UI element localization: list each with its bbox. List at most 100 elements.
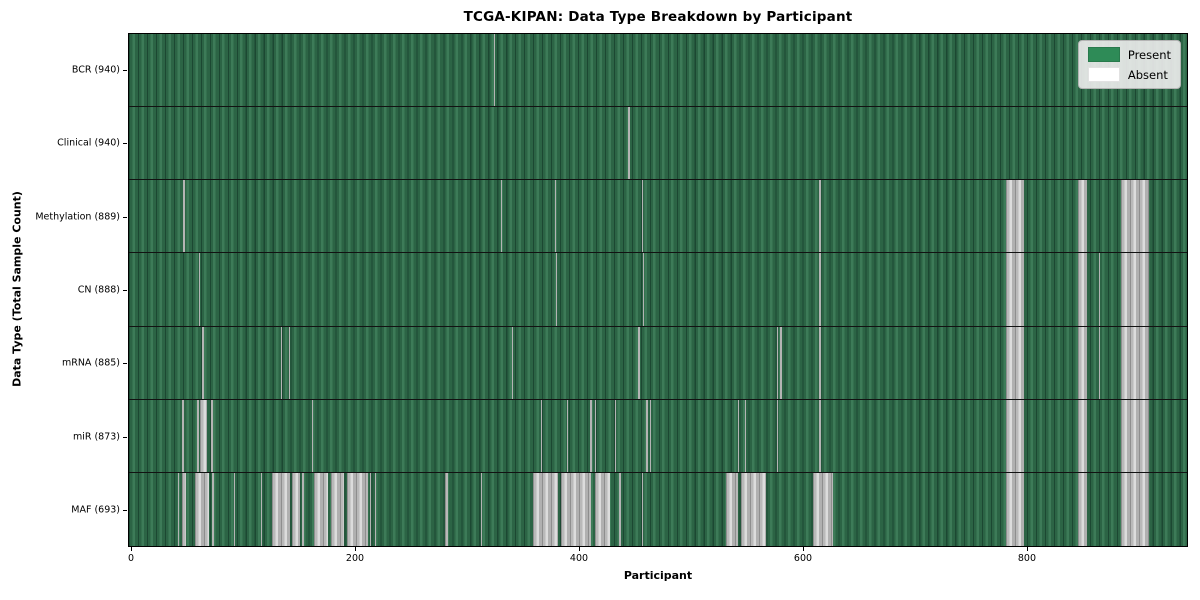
absent-segment — [594, 472, 611, 546]
heatmap-row-cn — [129, 253, 1187, 327]
y-tick-label: mRNA (885) — [61, 357, 120, 369]
y-tick-mark — [123, 290, 127, 291]
y-tick-mark — [123, 143, 127, 145]
absent-segment — [1006, 180, 1024, 253]
absent-segment — [628, 107, 630, 180]
absent-segment — [1121, 472, 1150, 546]
y-tick-label: Methylation (889) — [35, 211, 120, 223]
absent-segment — [541, 399, 543, 472]
x-tick-mark — [355, 547, 356, 551]
absent-segment — [182, 399, 184, 472]
y-tick-mark — [123, 436, 127, 438]
heatmap-row-bcr — [129, 34, 1187, 108]
y-tick-mark — [123, 216, 127, 218]
absent-swatch-icon — [1087, 67, 1120, 82]
absent-segment — [1006, 472, 1024, 546]
absent-segment — [194, 472, 210, 546]
legend-item-present: Present — [1087, 47, 1171, 62]
absent-segment — [288, 326, 290, 399]
absent-segment — [590, 399, 592, 472]
absent-segment — [202, 326, 204, 399]
absent-segment — [776, 326, 779, 399]
y-axis-title: Data Type (Total Sample Count) — [10, 191, 24, 387]
absent-segment — [819, 253, 821, 326]
absent-segment — [1121, 399, 1150, 472]
absent-segment — [233, 472, 236, 546]
absent-segment — [533, 472, 558, 546]
legend-item-absent: Absent — [1087, 67, 1171, 82]
absent-segment — [183, 180, 185, 253]
present-swatch-icon — [1087, 47, 1120, 62]
absent-segment — [1006, 399, 1024, 472]
absent-segment — [1077, 399, 1087, 472]
x-tick-label: 600 — [793, 553, 813, 564]
absent-segment — [780, 326, 782, 399]
x-axis-title: Participant — [623, 569, 693, 582]
x-tick-mark — [131, 547, 133, 551]
absent-segment — [561, 472, 592, 546]
absent-segment — [1077, 472, 1087, 546]
absent-segment — [1121, 180, 1150, 253]
absent-segment — [200, 399, 207, 472]
absent-segment — [182, 472, 186, 546]
absent-segment — [374, 472, 376, 546]
absent-segment — [177, 472, 180, 546]
absent-segment — [212, 472, 214, 546]
absent-segment — [819, 326, 821, 399]
plot-area: 0 200 400 600 800 BCR (940) Clinical (940) Met… — [35, 33, 1188, 564]
absent-segment — [638, 326, 640, 399]
absent-segment — [512, 326, 514, 399]
x-tick-mark — [802, 547, 804, 551]
absent-segment — [725, 472, 738, 546]
y-tick-label: miR (873) — [72, 431, 120, 443]
y-tick-label: BCR (940) — [71, 64, 120, 76]
y-tick-label: Clinical (940) — [57, 137, 120, 149]
absent-segment — [619, 472, 621, 546]
y-tick-label: MAF (693) — [71, 504, 120, 516]
absent-segment — [566, 399, 569, 472]
x-tick-label: 400 — [569, 553, 589, 564]
absent-segment — [1006, 326, 1024, 399]
legend-label-present: Present — [1127, 47, 1171, 62]
absent-segment — [819, 180, 821, 253]
heatmap-row-mir — [129, 399, 1187, 473]
absent-segment — [346, 472, 368, 546]
chart-title: TCGA-KIPAN: Data Type Breakdown by Parti… — [463, 9, 853, 25]
absent-segment — [744, 399, 746, 472]
heatmap-row-mrna — [129, 326, 1187, 400]
y-tick-mark — [123, 69, 127, 71]
x-tick-mark — [1026, 547, 1028, 551]
absent-segment — [641, 472, 644, 546]
legend: Present Absent — [1077, 40, 1181, 89]
absent-segment — [1098, 253, 1101, 326]
legend-label-absent: Absent — [1127, 67, 1168, 82]
absent-segment — [370, 472, 372, 546]
absent-segment — [555, 253, 557, 326]
absent-segment — [1098, 326, 1101, 399]
heatmap-row-methylation — [129, 180, 1187, 254]
absent-segment — [196, 399, 200, 472]
absent-segment — [641, 180, 644, 253]
absent-segment — [271, 472, 290, 546]
absent-segment — [280, 326, 282, 399]
absent-segment — [812, 472, 833, 546]
absent-segment — [554, 180, 556, 253]
absent-segment — [649, 399, 651, 472]
absent-segment — [301, 472, 305, 546]
absent-segment — [291, 472, 300, 546]
absent-segment — [311, 399, 314, 472]
heatmap-row-maf — [129, 472, 1187, 546]
absent-segment — [614, 399, 617, 472]
y-tick-label: CN (888) — [77, 284, 120, 296]
absent-segment — [594, 399, 597, 472]
heatmap-grid — [128, 33, 1188, 547]
absent-segment — [445, 472, 449, 546]
absent-segment — [480, 472, 483, 546]
absent-segment — [642, 253, 645, 326]
x-tick-mark — [578, 547, 580, 551]
x-tick-label: 800 — [1017, 553, 1037, 564]
x-tick-label: 0 — [127, 553, 135, 564]
absent-segment — [1077, 326, 1087, 399]
absent-segment — [819, 399, 821, 472]
